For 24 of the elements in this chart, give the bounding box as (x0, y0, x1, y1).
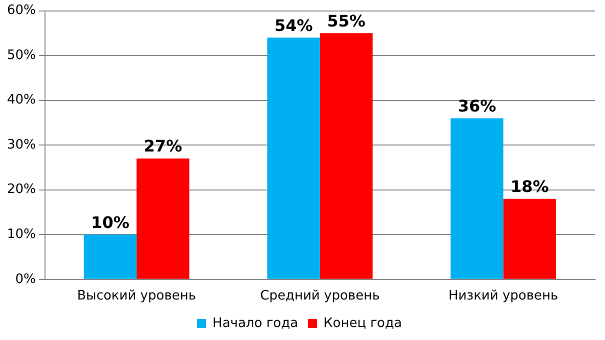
bar (320, 33, 373, 279)
bar (84, 234, 137, 279)
y-tick-label: 40% (6, 92, 36, 108)
bar (136, 158, 190, 279)
data-label: 36% (458, 96, 496, 116)
x-tick-label: Низкий уровень (448, 288, 558, 304)
y-tick-label: 0% (15, 272, 36, 287)
y-tick-label: 50% (6, 48, 36, 63)
bar (503, 198, 556, 279)
y-tick-label: 60% (6, 3, 36, 18)
bar (450, 118, 504, 279)
y-tick-label: 30% (6, 137, 36, 152)
bar (267, 38, 320, 279)
y-tick-label: 10% (6, 227, 36, 242)
data-label: 27% (144, 136, 182, 156)
y-tick-label: 20% (6, 182, 36, 198)
data-label: 54% (274, 16, 313, 35)
legend-label: Конец года (324, 316, 402, 331)
data-label: 55% (327, 11, 366, 30)
x-tick-label: Средний уровень (260, 288, 380, 304)
data-label: 18% (510, 176, 549, 196)
legend-label: Начало года (212, 316, 298, 331)
x-tick-label: Высокий уровень (77, 288, 196, 304)
data-label: 10% (91, 212, 130, 232)
